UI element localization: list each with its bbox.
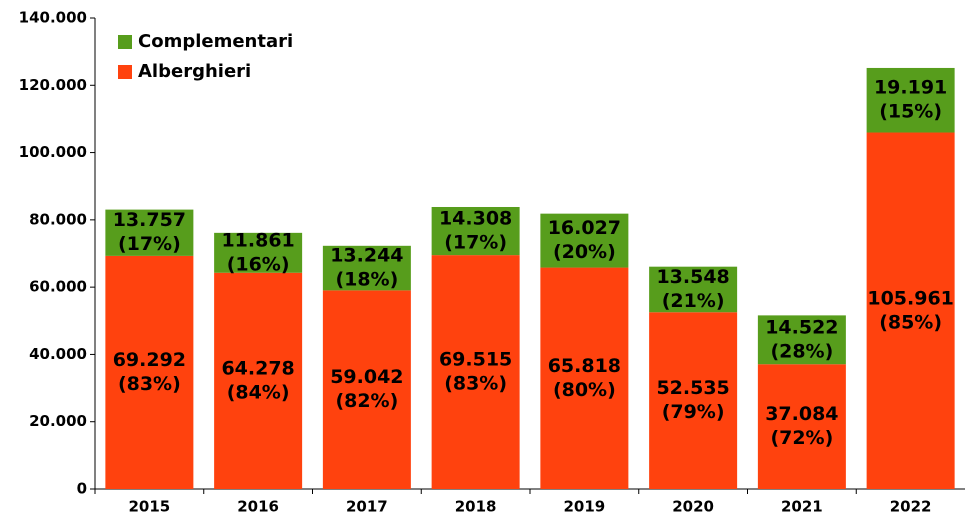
x-tick-label: 2016 bbox=[237, 498, 279, 516]
share-label: (83%) bbox=[444, 373, 507, 395]
share-label: (79%) bbox=[662, 401, 725, 423]
y-tick-label: 20.000 bbox=[29, 412, 87, 430]
share-label: (28%) bbox=[770, 340, 833, 362]
bar-segment bbox=[322, 245, 411, 291]
bar-segment bbox=[757, 364, 846, 489]
share-label: (20%) bbox=[553, 241, 616, 263]
data-label: 13.548 bbox=[656, 266, 729, 288]
share-label: (16%) bbox=[227, 253, 290, 275]
share-label: (80%) bbox=[553, 379, 616, 401]
data-label: 64.278 bbox=[221, 357, 294, 379]
data-label: 11.861 bbox=[221, 229, 294, 251]
y-tick-label: 100.000 bbox=[19, 143, 87, 161]
share-label: (84%) bbox=[227, 381, 290, 403]
x-tick-label: 2020 bbox=[672, 498, 714, 516]
x-tick-label: 2015 bbox=[129, 498, 171, 516]
y-tick-label: 140.000 bbox=[19, 9, 87, 27]
legend-swatch bbox=[118, 65, 132, 79]
data-label: 59.042 bbox=[330, 366, 403, 388]
share-label: (15%) bbox=[879, 101, 942, 123]
data-label: 69.292 bbox=[113, 349, 186, 371]
bar-segment bbox=[214, 272, 303, 489]
share-label: (82%) bbox=[335, 390, 398, 412]
share-label: (21%) bbox=[662, 290, 725, 312]
bar-segment bbox=[322, 290, 411, 489]
x-tick-label: 2017 bbox=[346, 498, 388, 516]
legend-label: Complementari bbox=[138, 31, 293, 52]
bar-segment bbox=[757, 315, 846, 365]
y-tick-label: 120.000 bbox=[19, 76, 87, 94]
share-label: (18%) bbox=[335, 269, 398, 291]
bar-segment bbox=[105, 209, 194, 256]
data-label: 37.084 bbox=[765, 403, 838, 425]
x-tick-label: 2022 bbox=[890, 498, 932, 516]
bar-segment bbox=[540, 213, 629, 268]
x-tick-label: 2019 bbox=[564, 498, 606, 516]
share-label: (17%) bbox=[444, 232, 507, 254]
bar-segment bbox=[214, 232, 303, 273]
bar-segment bbox=[431, 255, 520, 489]
data-label: 14.308 bbox=[439, 208, 512, 230]
x-tick-label: 2018 bbox=[455, 498, 497, 516]
bar-segment bbox=[105, 255, 194, 489]
data-label: 13.757 bbox=[113, 209, 186, 231]
data-label: 13.244 bbox=[330, 245, 403, 267]
data-label: 105.961 bbox=[867, 287, 954, 309]
y-tick-label: 40.000 bbox=[29, 345, 87, 363]
bar-segment bbox=[866, 132, 955, 490]
x-tick-label: 2021 bbox=[781, 498, 823, 516]
data-label: 16.027 bbox=[548, 217, 621, 239]
data-label: 65.818 bbox=[548, 355, 621, 377]
data-label: 19.191 bbox=[874, 77, 947, 99]
y-tick-label: 80.000 bbox=[29, 210, 87, 228]
bar-segment bbox=[866, 67, 955, 133]
share-label: (85%) bbox=[879, 311, 942, 333]
data-label: 14.522 bbox=[765, 316, 838, 338]
y-tick-label: 0 bbox=[77, 480, 87, 498]
share-label: (83%) bbox=[118, 373, 181, 395]
bar-segment bbox=[649, 266, 738, 313]
bar-segment bbox=[431, 206, 520, 256]
data-label: 52.535 bbox=[656, 377, 729, 399]
legend-swatch bbox=[118, 35, 132, 49]
bar-segment bbox=[649, 312, 738, 489]
share-label: (17%) bbox=[118, 233, 181, 255]
data-label: 69.515 bbox=[439, 349, 512, 371]
legend-label: Alberghieri bbox=[138, 61, 251, 82]
bar-segment bbox=[540, 267, 629, 489]
share-label: (72%) bbox=[770, 427, 833, 449]
y-tick-label: 60.000 bbox=[29, 278, 87, 296]
